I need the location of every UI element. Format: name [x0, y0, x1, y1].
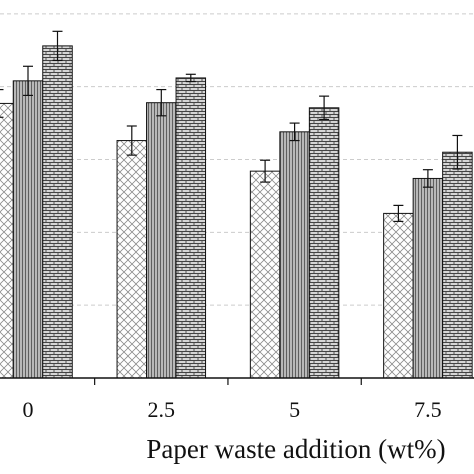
error-bar: [289, 122, 300, 142]
bar: [146, 102, 177, 379]
bar: [249, 170, 281, 379]
x-tick-label: 5: [289, 397, 300, 422]
error-bar: [185, 73, 196, 83]
error-bar: [452, 134, 463, 170]
error-bar: [393, 204, 404, 223]
bar: [279, 131, 310, 379]
bar: [12, 80, 44, 379]
x-tick-label: 2.5: [148, 397, 176, 422]
error-bar: [23, 65, 33, 97]
error-bar: [260, 159, 271, 183]
error-bar: [422, 169, 433, 188]
bar: [42, 45, 73, 379]
error-bar: [156, 88, 167, 117]
bar: [412, 177, 444, 379]
x-axis-label: Paper waste addition (wt%): [146, 434, 445, 464]
bar: [308, 107, 340, 379]
error-bar: [52, 30, 63, 62]
error-bar: [126, 125, 137, 156]
error-bar: [319, 95, 330, 121]
bar: [0, 102, 14, 379]
bar: [116, 140, 148, 379]
bar: [175, 77, 207, 379]
x-tick-label: 0: [23, 397, 34, 422]
error-bar: [0, 88, 4, 118]
x-tick-label: 7.5: [414, 397, 442, 422]
bar: [442, 151, 473, 379]
bar: [383, 212, 414, 379]
